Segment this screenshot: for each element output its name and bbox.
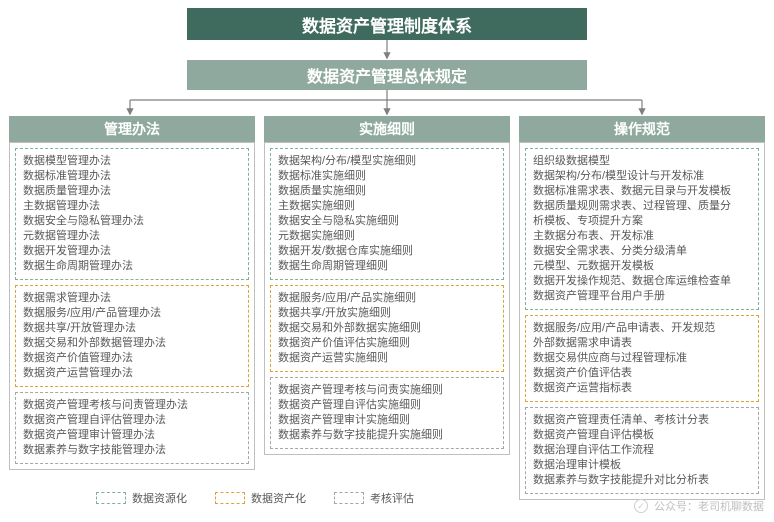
list-item: 数据资产运营指标表 bbox=[533, 381, 751, 396]
list-item: 数据安全需求表、分类分级清单 bbox=[533, 244, 751, 259]
list-item: 数据架构/分布/模型设计与开发标准 bbox=[533, 169, 751, 184]
list-item: 数据资产管理自评估管理办法 bbox=[23, 413, 241, 428]
list-item: 元数据管理办法 bbox=[23, 229, 241, 244]
group-green: 数据架构/分布/模型实施细则数据标准实施细则数据质量实施细则主数据实施细则数据安… bbox=[270, 148, 504, 280]
list-item: 数据资产管理考核与问责实施细则 bbox=[278, 383, 496, 398]
list-item: 数据资产管理自评估模板 bbox=[533, 428, 751, 443]
list-item: 数据标准实施细则 bbox=[278, 169, 496, 184]
list-item: 数据质量实施细则 bbox=[278, 184, 496, 199]
list-item: 外部数据需求申请表 bbox=[533, 336, 751, 351]
legend-swatch bbox=[215, 492, 245, 504]
list-item: 数据交易供应商与过程管理标准 bbox=[533, 351, 751, 366]
list-item: 数据资产管理考核与问责管理办法 bbox=[23, 398, 241, 413]
legend-swatch bbox=[334, 492, 364, 504]
list-item: 数据资产价值管理办法 bbox=[23, 351, 241, 366]
legend-swatch bbox=[96, 492, 126, 504]
column-header: 操作规范 bbox=[519, 116, 765, 142]
column-header: 管理办法 bbox=[9, 116, 255, 142]
list-item: 数据资产运营实施细则 bbox=[278, 351, 496, 366]
group-green: 组织级数据模型数据架构/分布/模型设计与开发标准数据标准需求表、数据元目录与开发… bbox=[525, 148, 759, 310]
legend-item: 考核评估 bbox=[334, 490, 414, 506]
list-item: 数据标准管理办法 bbox=[23, 169, 241, 184]
list-item: 数据开发操作规范、数据仓库运维检查单 bbox=[533, 274, 751, 289]
list-item: 主数据管理办法 bbox=[23, 199, 241, 214]
list-item: 数据资产管理审计管理办法 bbox=[23, 428, 241, 443]
list-item: 数据资产运营管理办法 bbox=[23, 366, 241, 381]
group-gray: 数据资产管理考核与问责实施细则数据资产管理自评估实施细则数据资产管理审计实施细则… bbox=[270, 377, 504, 449]
group-green: 数据模型管理办法数据标准管理办法数据质量管理办法主数据管理办法数据安全与隐私管理… bbox=[15, 148, 249, 280]
list-item: 元数据实施细则 bbox=[278, 229, 496, 244]
list-item: 数据素养与数字技能提升实施细则 bbox=[278, 428, 496, 443]
list-item: 数据素养与数字技能提升对比分析表 bbox=[533, 473, 751, 488]
list-item: 数据资产管理审计实施细则 bbox=[278, 413, 496, 428]
legend-item: 数据资源化 bbox=[96, 490, 187, 506]
list-item: 组织级数据模型 bbox=[533, 154, 751, 169]
list-item: 数据服务/应用/产品实施细则 bbox=[278, 291, 496, 306]
list-item: 元模型、元数据开发模板 bbox=[533, 259, 751, 274]
list-item: 数据开发管理办法 bbox=[23, 244, 241, 259]
column-body: 数据架构/分布/模型实施细则数据标准实施细则数据质量实施细则主数据实施细则数据安… bbox=[264, 142, 510, 455]
list-item: 数据资产管理责任清单、考核计分表 bbox=[533, 413, 751, 428]
list-item: 数据开发/数据仓库实施细则 bbox=[278, 244, 496, 259]
list-item: 数据质量管理办法 bbox=[23, 184, 241, 199]
column-3: 操作规范组织级数据模型数据架构/分布/模型设计与开发标准数据标准需求表、数据元目… bbox=[519, 116, 765, 500]
legend-label: 数据资产化 bbox=[251, 490, 306, 506]
group-yellow: 数据服务/应用/产品实施细则数据共享/开放实施细则数据交易和外部数据实施细则数据… bbox=[270, 285, 504, 372]
column-1: 管理办法数据模型管理办法数据标准管理办法数据质量管理办法主数据管理办法数据安全与… bbox=[9, 116, 255, 470]
list-item: 数据模型管理办法 bbox=[23, 154, 241, 169]
watermark: ✓ 公众号：老司机聊数据 bbox=[634, 498, 764, 514]
list-item: 数据质量规则需求表、过程管理、质量分 bbox=[533, 199, 751, 214]
column-header: 实施细则 bbox=[264, 116, 510, 142]
column-body: 组织级数据模型数据架构/分布/模型设计与开发标准数据标准需求表、数据元目录与开发… bbox=[519, 142, 765, 500]
list-item: 主数据实施细则 bbox=[278, 199, 496, 214]
list-item: 数据需求管理办法 bbox=[23, 291, 241, 306]
legend: 数据资源化 数据资产化 考核评估 bbox=[96, 490, 414, 506]
sub-title: 数据资产管理总体规定 bbox=[187, 60, 587, 90]
list-item: 析模板、专项提升方案 bbox=[533, 214, 751, 229]
group-gray: 数据资产管理责任清单、考核计分表数据资产管理自评估模板数据治理自评估工作流程数据… bbox=[525, 407, 759, 494]
list-item: 数据服务/应用/产品管理办法 bbox=[23, 306, 241, 321]
column-body: 数据模型管理办法数据标准管理办法数据质量管理办法主数据管理办法数据安全与隐私管理… bbox=[9, 142, 255, 470]
column-2: 实施细则数据架构/分布/模型实施细则数据标准实施细则数据质量实施细则主数据实施细… bbox=[264, 116, 510, 455]
list-item: 数据资产管理自评估实施细则 bbox=[278, 398, 496, 413]
list-item: 数据标准需求表、数据元目录与开发模板 bbox=[533, 184, 751, 199]
list-item: 数据安全与隐私实施细则 bbox=[278, 214, 496, 229]
list-item: 数据生命周期管理细则 bbox=[278, 259, 496, 274]
list-item: 数据交易和外部数据实施细则 bbox=[278, 321, 496, 336]
list-item: 数据架构/分布/模型实施细则 bbox=[278, 154, 496, 169]
list-item: 数据安全与隐私管理办法 bbox=[23, 214, 241, 229]
group-yellow: 数据服务/应用/产品申请表、开发规范外部数据需求申请表数据交易供应商与过程管理标… bbox=[525, 315, 759, 402]
list-item: 数据共享/开放实施细则 bbox=[278, 306, 496, 321]
group-gray: 数据资产管理考核与问责管理办法数据资产管理自评估管理办法数据资产管理审计管理办法… bbox=[15, 392, 249, 464]
watermark-text: 公众号：老司机聊数据 bbox=[654, 498, 764, 514]
list-item: 数据交易和外部数据管理办法 bbox=[23, 336, 241, 351]
list-item: 主数据分布表、开发标准 bbox=[533, 229, 751, 244]
legend-item: 数据资产化 bbox=[215, 490, 306, 506]
list-item: 数据资产价值评估实施细则 bbox=[278, 336, 496, 351]
legend-label: 数据资源化 bbox=[132, 490, 187, 506]
main-title: 数据资产管理制度体系 bbox=[187, 8, 587, 40]
wechat-icon: ✓ bbox=[634, 499, 648, 513]
list-item: 数据共享/开放管理办法 bbox=[23, 321, 241, 336]
list-item: 数据服务/应用/产品申请表、开发规范 bbox=[533, 321, 751, 336]
list-item: 数据资产管理平台用户手册 bbox=[533, 289, 751, 304]
group-yellow: 数据需求管理办法数据服务/应用/产品管理办法数据共享/开放管理办法数据交易和外部… bbox=[15, 285, 249, 387]
list-item: 数据治理审计模板 bbox=[533, 458, 751, 473]
list-item: 数据生命周期管理办法 bbox=[23, 259, 241, 274]
list-item: 数据素养与数字技能管理办法 bbox=[23, 443, 241, 458]
list-item: 数据治理自评估工作流程 bbox=[533, 443, 751, 458]
list-item: 数据资产价值评估表 bbox=[533, 366, 751, 381]
legend-label: 考核评估 bbox=[370, 490, 414, 506]
